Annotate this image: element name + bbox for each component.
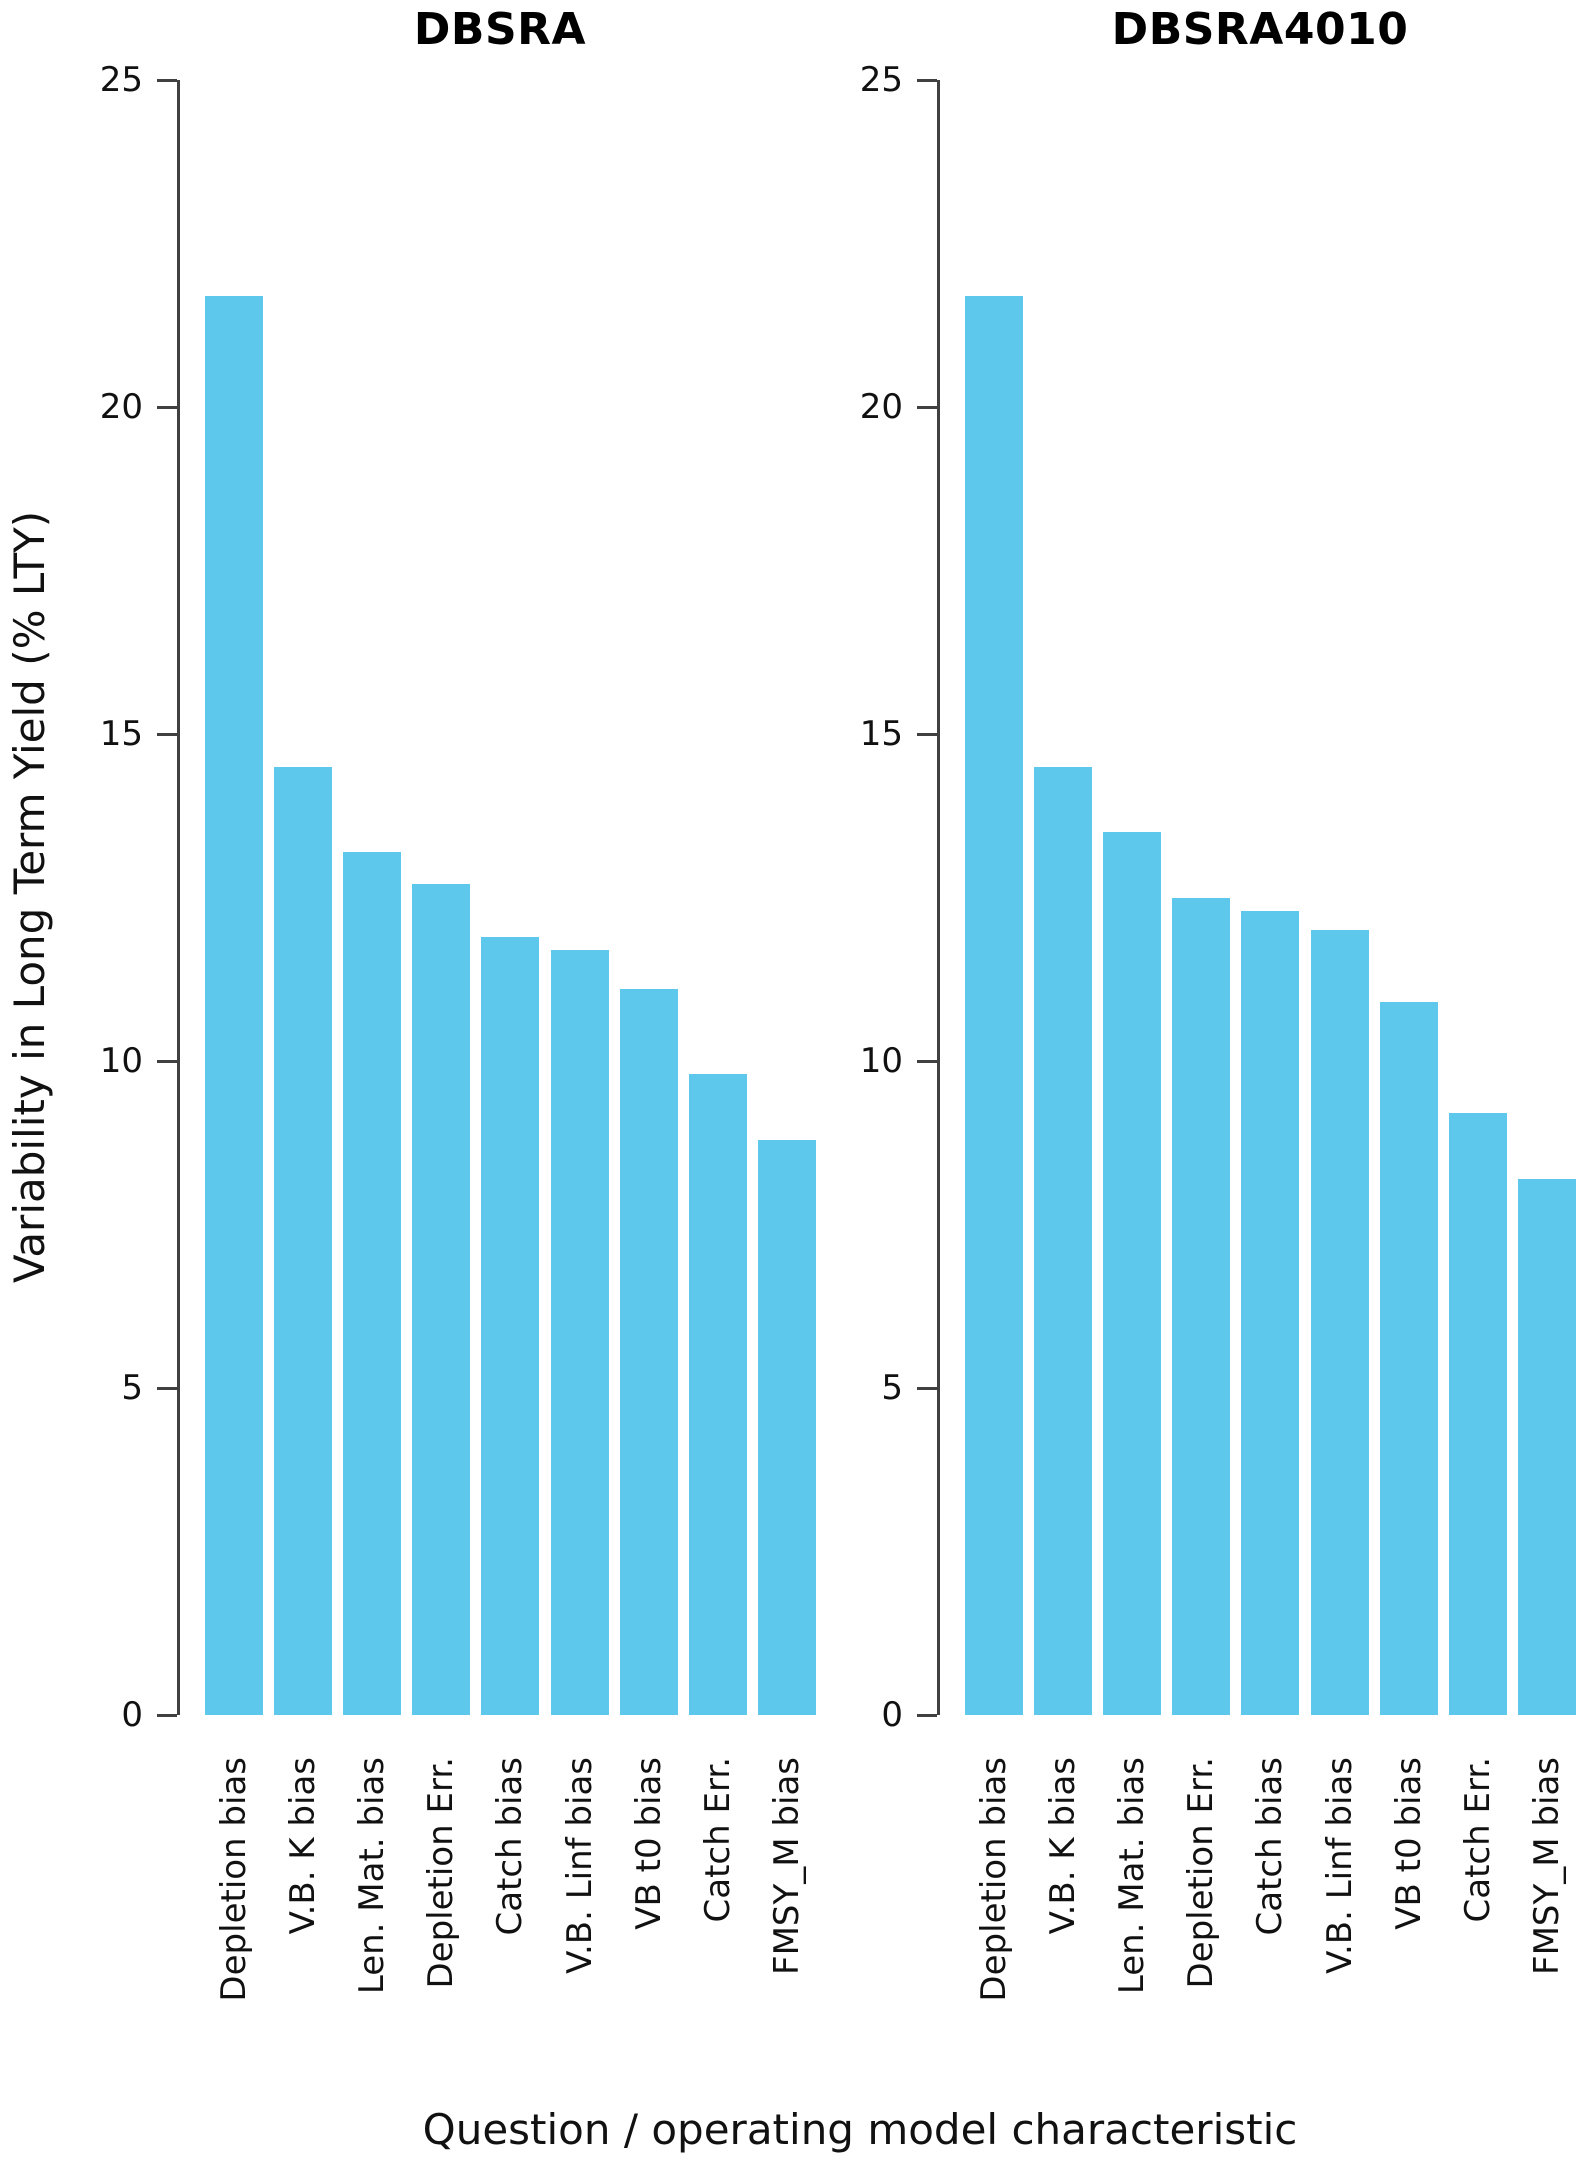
bar-fmsy-m-bias	[1517, 1178, 1576, 1715]
y-tick-label: 15	[859, 714, 903, 754]
y-tick-mark	[917, 732, 937, 736]
category-label-text: V.B. Linf bias	[1319, 1757, 1360, 1974]
y-tick-mark	[917, 1713, 937, 1717]
category-label-text: Depletion bias	[974, 1757, 1014, 2002]
plot-area-dbsra: 0 5 10 15 20 25 Depletion bias V.B. K bias Len. …	[100, 60, 820, 2002]
bar-fmsy-m-bias	[757, 1139, 816, 1715]
plot-area-dbsra4010: 0 5 10 15 20 25 Depletion bias V.B. K bias Len. …	[860, 60, 1580, 2002]
y-tick-label: 25	[859, 60, 903, 100]
bar-vb-t0-bias	[1379, 1002, 1438, 1715]
category-label-text: VB t0 bias	[1388, 1757, 1429, 1930]
bar-len-mat-bias	[1103, 832, 1162, 1715]
bar-v-b-linf-bias	[1310, 930, 1369, 1715]
category-label-text: Catch bias	[1250, 1757, 1291, 1936]
category-label-text: Catch Err.	[1457, 1757, 1498, 1923]
bar-v-b-k-bias	[1034, 766, 1093, 1715]
category-label-text: FMSY_M bias	[1526, 1757, 1567, 1975]
y-tick-mark	[917, 78, 937, 82]
y-tick-label: 5	[881, 1368, 903, 1408]
y-tick-label: 0	[881, 1695, 903, 1735]
panel-title-dbsra4010: DBSRA4010	[1111, 4, 1409, 55]
y-axis-line	[937, 80, 940, 1715]
panel-title-dbsra: DBSRA	[413, 4, 587, 55]
y-tick-mark	[157, 1713, 177, 1717]
y-tick-label: 20	[859, 387, 903, 427]
bar-len-mat-bias	[343, 851, 402, 1715]
y-tick-mark	[157, 1059, 177, 1063]
y-axis-title: Variability in Long Term Yield (% LTY)	[5, 510, 54, 1284]
y-tick-mark	[157, 732, 177, 736]
category-label-text: FMSY_M bias	[766, 1757, 807, 1975]
category-label-text: V.B. Linf bias	[559, 1757, 600, 1974]
category-label-text: V.B. K bias	[283, 1757, 324, 1935]
category-label-text: Len. Mat. bias	[1112, 1757, 1153, 1995]
bar-catch-err	[688, 1074, 747, 1715]
y-tick-mark	[157, 78, 177, 82]
category-label-text: V.B. K bias	[1043, 1757, 1084, 1935]
y-tick-label: 10	[859, 1041, 903, 1081]
bar-depletion-err	[1172, 897, 1231, 1715]
bar-depletion-bias	[205, 295, 263, 1715]
y-tick-mark	[917, 1386, 937, 1390]
bar-depletion-err	[412, 884, 471, 1715]
bar-depletion-bias	[965, 295, 1023, 1715]
y-tick-label: 5	[121, 1368, 143, 1408]
category-label-text: Catch Err.	[697, 1757, 738, 1923]
category-label-text: VB t0 bias	[628, 1757, 669, 1930]
y-tick-label: 15	[99, 714, 143, 754]
category-label-text: Depletion bias	[214, 1757, 254, 2002]
bar-catch-err	[1448, 1113, 1507, 1715]
y-tick-mark	[917, 405, 937, 409]
x-axis-title: Question / operating model characteristi…	[422, 2105, 1298, 2154]
category-label-text: Depletion Err.	[1181, 1757, 1222, 1989]
y-tick-label: 10	[99, 1041, 143, 1081]
category-label-text: Depletion Err.	[421, 1757, 462, 1989]
bar-v-b-k-bias	[274, 766, 333, 1715]
category-label-text: Catch bias	[490, 1757, 531, 1936]
category-label-text: Len. Mat. bias	[352, 1757, 393, 1995]
y-axis-line	[177, 80, 180, 1715]
bar-vb-t0-bias	[619, 989, 678, 1715]
y-tick-label: 25	[99, 60, 143, 100]
y-tick-mark	[917, 1059, 937, 1063]
y-tick-mark	[157, 405, 177, 409]
y-tick-label: 20	[99, 387, 143, 427]
bar-v-b-linf-bias	[550, 949, 609, 1715]
bar-catch-bias	[481, 936, 540, 1715]
y-tick-label: 0	[121, 1695, 143, 1735]
bar-catch-bias	[1241, 910, 1300, 1715]
y-tick-mark	[157, 1386, 177, 1390]
